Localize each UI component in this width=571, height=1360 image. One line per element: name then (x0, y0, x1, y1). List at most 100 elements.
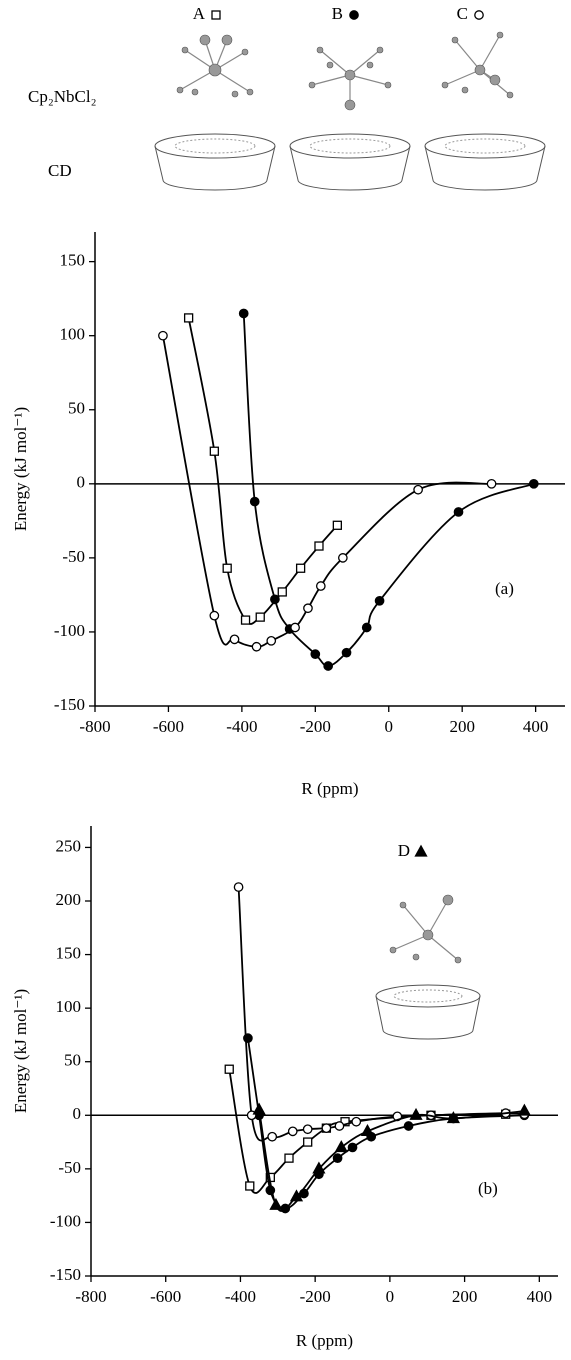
host-label: CD (48, 161, 72, 180)
data-point (229, 634, 240, 645)
y-tick-label: 100 (60, 325, 86, 344)
x-axis-label: R (ppm) (301, 779, 358, 798)
x-tick-label: -200 (300, 717, 331, 736)
x-tick-label: -800 (79, 717, 110, 736)
data-point (266, 635, 277, 646)
x-tick-label: 200 (452, 1287, 478, 1306)
y-tick-label: -100 (54, 621, 85, 640)
legend-label: B (332, 4, 343, 23)
y-axis-label: Energy (kJ mol⁻¹) (11, 989, 30, 1113)
data-point (334, 1140, 348, 1153)
data-point (224, 1064, 234, 1074)
y-tick-label: 150 (60, 251, 86, 270)
y-tick-label: -50 (62, 547, 85, 566)
data-point (303, 603, 313, 614)
y-tick-label: 50 (68, 399, 85, 418)
series-line (162, 335, 492, 648)
series-line (242, 313, 535, 667)
series-line (187, 317, 339, 625)
data-point (245, 1181, 255, 1191)
x-tick-label: 400 (527, 1287, 553, 1306)
x-axis-label: R (ppm) (296, 1331, 353, 1350)
data-point (528, 478, 539, 489)
data-point (269, 1197, 283, 1210)
data-point (312, 1161, 326, 1174)
data-point (303, 1137, 313, 1147)
data-point (240, 615, 251, 625)
x-tick-label: 0 (385, 717, 394, 736)
data-point (267, 1131, 278, 1142)
data-point (310, 649, 321, 660)
x-tick-label: -400 (226, 717, 257, 736)
annotation: (b) (478, 1179, 498, 1198)
schematic-art (154, 31, 546, 1040)
x-tick-label: -200 (300, 1287, 331, 1306)
series-line (247, 1038, 525, 1210)
x-tick-label: -800 (75, 1287, 106, 1306)
legend-label: D (398, 841, 410, 860)
y-tick-label: 150 (56, 943, 82, 962)
y-tick-label: 0 (73, 1104, 82, 1123)
data-point (332, 1153, 343, 1163)
data-point (321, 1123, 332, 1133)
data-point (360, 1124, 375, 1137)
data-point (290, 622, 300, 633)
legend-marker (474, 10, 484, 20)
data-point (409, 1107, 423, 1120)
molecule-label: Cp₂NbCl₂ (28, 87, 97, 106)
data-point (486, 478, 497, 489)
data-point (403, 1121, 414, 1131)
data-point (453, 507, 464, 517)
y-tick-label: 50 (64, 1051, 81, 1070)
y-tick-label: -100 (50, 1211, 81, 1230)
data-point (289, 1189, 304, 1202)
data-point (295, 563, 306, 573)
y-tick-label: -50 (58, 1158, 81, 1177)
x-tick-label: 400 (523, 717, 549, 736)
data-point (351, 1116, 362, 1127)
data-point (299, 1188, 309, 1199)
x-tick-label: -600 (150, 1287, 181, 1306)
legend-label: C (457, 4, 468, 23)
data-point (413, 484, 423, 495)
x-tick-label: 200 (449, 717, 475, 736)
data-point (341, 647, 352, 658)
data-point (222, 563, 232, 573)
y-axis-label: Energy (kJ mol⁻¹) (11, 407, 30, 531)
data-point (255, 612, 265, 622)
data-point (314, 541, 324, 551)
series-line (237, 887, 525, 1142)
x-tick-label: 0 (386, 1287, 395, 1306)
data-point (374, 595, 385, 606)
legend-marker (414, 844, 428, 857)
data-point (446, 1111, 460, 1124)
data-point (361, 622, 372, 633)
legend-label: A (193, 4, 206, 23)
data-point (238, 308, 249, 319)
data-point (249, 496, 260, 507)
y-tick-label: -150 (54, 695, 85, 714)
data-point (209, 446, 219, 456)
data-point (338, 553, 348, 563)
y-tick-label: 250 (56, 836, 82, 855)
data-point (158, 330, 168, 341)
x-tick-label: -600 (153, 717, 184, 736)
data-point (252, 1102, 266, 1115)
legend-marker (211, 10, 221, 20)
data-point (347, 1142, 358, 1153)
x-tick-label: -400 (225, 1287, 256, 1306)
y-tick-label: 100 (56, 997, 82, 1016)
annotation: (a) (495, 579, 514, 598)
data-point (183, 313, 194, 323)
data-point (209, 610, 220, 621)
data-point (270, 594, 280, 605)
legend-marker (349, 10, 359, 20)
data-point (332, 520, 342, 530)
y-tick-label: 0 (77, 473, 86, 492)
y-tick-label: 200 (56, 890, 82, 909)
data-point (284, 1153, 294, 1163)
data-point (233, 882, 244, 892)
data-point (277, 587, 287, 597)
data-point (251, 641, 262, 652)
data-point (287, 1126, 298, 1137)
